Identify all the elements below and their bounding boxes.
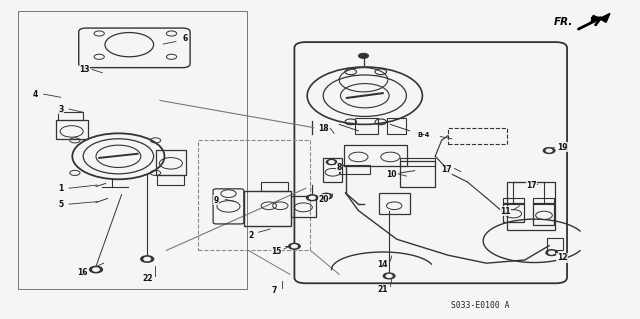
Text: 8: 8 (337, 163, 342, 172)
Text: 7: 7 (271, 286, 276, 295)
Circle shape (289, 243, 300, 249)
Bar (355, 118, 378, 134)
Text: S033-E0100 A: S033-E0100 A (451, 301, 509, 310)
Bar (18, 11, 247, 289)
Bar (244, 191, 291, 226)
Circle shape (546, 250, 557, 256)
Text: 2: 2 (248, 231, 253, 240)
Circle shape (358, 53, 369, 58)
Bar (344, 145, 407, 166)
Text: 15: 15 (271, 247, 282, 256)
Circle shape (307, 195, 318, 201)
Bar (400, 161, 435, 187)
Circle shape (90, 266, 102, 273)
Text: 16: 16 (77, 268, 87, 277)
Text: 19: 19 (557, 143, 567, 152)
Bar (400, 158, 435, 166)
Text: 21: 21 (378, 285, 388, 294)
Circle shape (321, 193, 332, 199)
Text: 22: 22 (142, 274, 152, 283)
Text: 11: 11 (500, 207, 511, 216)
Text: 12: 12 (557, 253, 567, 262)
Text: 17: 17 (526, 181, 536, 190)
Text: 3: 3 (59, 105, 64, 114)
Circle shape (292, 245, 298, 248)
Circle shape (543, 148, 555, 153)
Bar (291, 196, 316, 217)
Circle shape (547, 149, 552, 152)
Bar (503, 198, 524, 204)
Bar (448, 128, 507, 144)
Circle shape (323, 195, 329, 198)
Bar (156, 150, 186, 175)
Text: 18: 18 (318, 124, 328, 133)
Circle shape (310, 196, 315, 199)
Text: 4: 4 (33, 90, 38, 99)
Bar (58, 112, 83, 120)
Circle shape (144, 257, 150, 261)
Text: 14: 14 (378, 260, 388, 269)
Text: 9: 9 (214, 196, 219, 205)
Circle shape (387, 274, 392, 277)
Text: 20: 20 (318, 195, 328, 204)
Bar (56, 120, 88, 139)
Bar (339, 165, 370, 174)
Circle shape (141, 256, 154, 262)
Text: 13: 13 (79, 65, 90, 74)
Bar (547, 238, 563, 250)
Bar (533, 203, 554, 225)
Text: FR.: FR. (554, 17, 573, 27)
Bar (157, 175, 184, 185)
Bar (261, 182, 288, 191)
Circle shape (326, 160, 337, 165)
Bar (503, 203, 524, 222)
Text: 1: 1 (58, 184, 63, 193)
Bar (533, 198, 554, 204)
Circle shape (383, 273, 395, 279)
Circle shape (548, 251, 554, 254)
Text: 5: 5 (58, 200, 63, 209)
Bar (379, 193, 410, 214)
Bar (323, 158, 342, 182)
Bar (507, 182, 555, 230)
Text: 17: 17 (442, 165, 452, 174)
Circle shape (93, 268, 99, 271)
Text: 6: 6 (183, 34, 188, 43)
Text: B-4: B-4 (417, 132, 430, 137)
Text: 10: 10 (387, 170, 397, 179)
Bar (198, 140, 310, 250)
Polygon shape (591, 13, 610, 23)
Bar (387, 118, 406, 134)
Circle shape (329, 161, 334, 163)
